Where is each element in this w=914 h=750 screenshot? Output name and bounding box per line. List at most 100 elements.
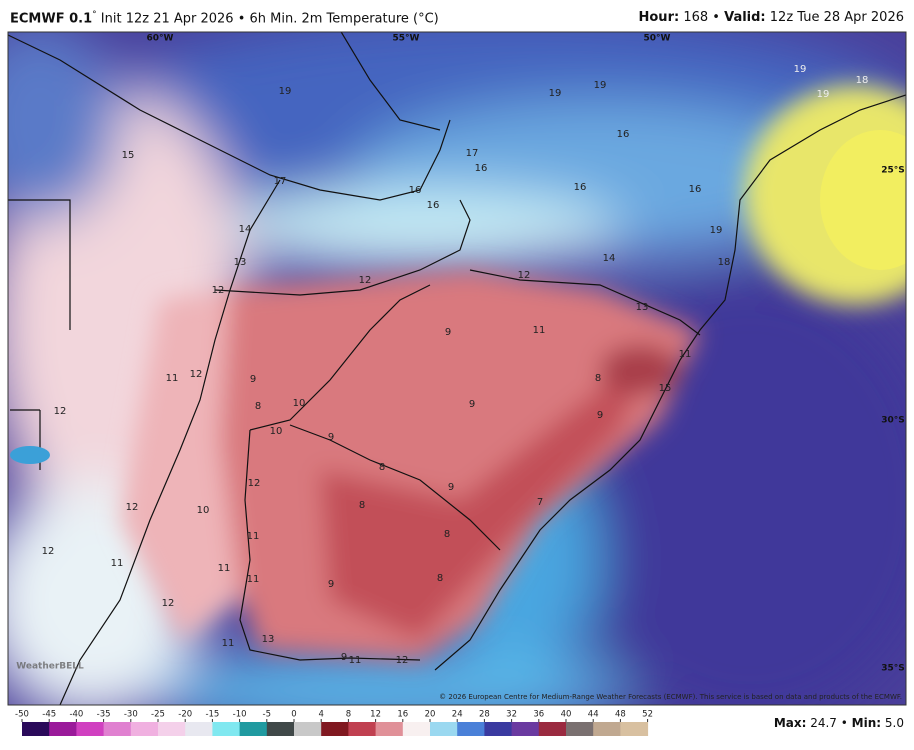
colorbar-label: 28 (479, 710, 490, 720)
colorbar-label: -20 (178, 710, 192, 720)
temperature-label: 9 (328, 579, 334, 590)
stat-min-label: Min: (851, 716, 882, 730)
colorbar-segment (22, 722, 50, 736)
colorbar-label: -50 (15, 710, 29, 720)
logo: WeatherBELL (16, 662, 84, 672)
valid: 12z Tue 28 Apr 2026 (769, 10, 904, 25)
colorbar-segment (430, 722, 458, 736)
lon-label: 60°W (147, 34, 174, 44)
temperature-label: 11 (533, 325, 546, 336)
colorbar-label: 52 (642, 710, 653, 720)
colorbar-segment (239, 722, 268, 736)
stat-sep: • (840, 716, 848, 730)
temperature-label: 11 (247, 531, 260, 542)
temperature-label: 12 (42, 546, 55, 557)
temperature-label: 15 (659, 383, 672, 394)
hour: 168 • (683, 10, 720, 25)
colorbar-segment (348, 722, 377, 736)
temperature-label: 13 (234, 257, 247, 268)
temperature-label: 12 (162, 598, 175, 609)
temperature-label: 19 (794, 64, 807, 75)
colorbar-segment (375, 722, 404, 736)
temperature-label: 12 (212, 285, 225, 296)
colorbar-label: 0 (291, 710, 296, 720)
temperature-label: 16 (617, 129, 630, 140)
temperature-label: 13 (636, 302, 649, 313)
lat-label: 30°S (881, 416, 905, 426)
temperature-label: 9 (250, 374, 256, 385)
colorbar-label: 24 (452, 710, 463, 720)
temperature-label: 13 (262, 634, 275, 645)
temperature-label: 18 (856, 75, 869, 86)
temperature-label: 19 (594, 80, 607, 91)
temperature-label: 12 (248, 478, 261, 489)
colorbar-segment (620, 722, 649, 736)
hour-label: Hour: (638, 10, 680, 25)
colorbar-label: -30 (124, 710, 138, 720)
colorbar-segment (266, 722, 295, 736)
lat-label: 25°S (881, 166, 905, 176)
temperature-label: 9 (469, 399, 475, 410)
colorbar-label: 48 (615, 710, 626, 720)
lat-label: 35°S (881, 664, 905, 674)
title: Init 12z 21 Apr 2026 • 6h Min. 2m Temper… (100, 11, 439, 27)
temperature-label: 8 (379, 462, 385, 473)
colorbar-segment (593, 722, 621, 736)
colorbar-segment (49, 722, 77, 736)
temperature-label: 12 (126, 502, 139, 513)
temperature-label: 10 (197, 505, 210, 516)
credit: © 2026 European Centre for Medium-Range … (439, 693, 902, 701)
temperature-label: 19 (817, 89, 830, 100)
temperature-label: 17 (466, 148, 479, 159)
temperature-label: 10 (293, 398, 306, 409)
colorbar-segment (321, 722, 349, 736)
lon-label: 50°W (644, 34, 671, 44)
temperature-label: 17 (274, 176, 287, 187)
temperature-label: 14 (239, 224, 252, 235)
temperature-label: 11 (349, 655, 362, 666)
temperature-label: 8 (437, 573, 443, 584)
field (8, 32, 906, 705)
temperature-label: 12 (359, 275, 372, 286)
temperature-label: 16 (427, 200, 440, 211)
colorbar-label: -45 (42, 710, 56, 720)
temperature-label: 9 (328, 432, 334, 443)
colorbar-segment (294, 722, 322, 736)
temperature-label: 11 (679, 349, 692, 360)
colorbar-label: 4 (318, 710, 323, 720)
model: ECMWF 0.1 (10, 11, 93, 27)
temperature-label: 11 (247, 574, 260, 585)
header-right: Hour: 168 • Valid: 12z Tue 28 Apr 2026 (639, 10, 905, 25)
colorbar-segment (538, 722, 567, 736)
temperature-label: 19 (710, 225, 723, 236)
stat-max-label: Max: (773, 716, 807, 730)
colorbar-label: 12 (370, 710, 381, 720)
temperature-label: 8 (595, 373, 601, 384)
colorbar-label: 32 (506, 710, 517, 720)
temperature-label: 12 (54, 406, 67, 417)
colorbar-label: 20 (425, 710, 436, 720)
temperature-label: 10 (270, 426, 283, 437)
temperature-label: 11 (222, 638, 235, 649)
colorbar-segment (402, 722, 431, 736)
temperature-label: 16 (574, 182, 587, 193)
colorbar-label: -10 (233, 710, 247, 720)
temperature-label: 16 (475, 163, 488, 174)
colorbar-segment (130, 722, 159, 736)
lon-label: 55°W (393, 34, 420, 44)
colorbar-segment (212, 722, 241, 736)
colorbar-label: -5 (263, 710, 271, 720)
temperature-label: 8 (444, 529, 450, 540)
colorbar-label: -15 (205, 710, 219, 720)
temperature-label: 7 (537, 497, 543, 508)
colorbar-label: -35 (97, 710, 111, 720)
temperature-label: 14 (603, 253, 616, 264)
colorbar-segment (158, 722, 186, 736)
colorbar-label: 40 (561, 710, 572, 720)
colorbar-label: -25 (151, 710, 165, 720)
temperature-label: 9 (448, 482, 454, 493)
colorbar-label: 16 (397, 710, 408, 720)
stats: Max: 24.7 • Min: 5.0 (774, 716, 904, 730)
temperature-label: 12 (190, 369, 203, 380)
